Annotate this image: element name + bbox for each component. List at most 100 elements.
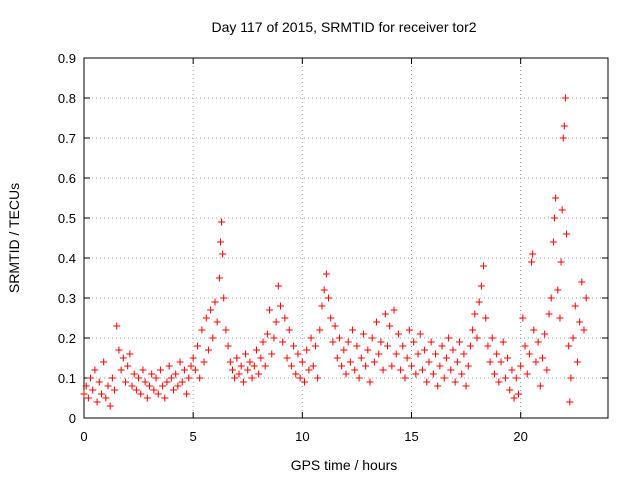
data-point — [370, 358, 378, 366]
data-point — [257, 354, 265, 362]
data-point — [87, 374, 95, 382]
data-point — [95, 378, 103, 386]
data-point — [331, 322, 339, 330]
x-axis-title: GPS time / hours — [291, 457, 398, 473]
data-point — [447, 366, 455, 374]
data-point — [453, 358, 461, 366]
data-point — [128, 382, 136, 390]
data-point — [519, 314, 527, 322]
data-point — [220, 294, 228, 302]
data-point — [141, 378, 149, 386]
data-point — [475, 298, 483, 306]
data-point — [263, 330, 271, 338]
data-point — [508, 366, 516, 374]
data-point — [218, 218, 226, 226]
data-point — [272, 318, 280, 326]
grid — [84, 58, 608, 418]
data-point — [211, 298, 219, 306]
x-tick-label: 20 — [513, 429, 527, 444]
data-point — [84, 394, 92, 402]
data-point — [311, 342, 319, 350]
data-point — [250, 362, 258, 370]
data-point — [392, 350, 400, 358]
data-point — [547, 294, 555, 302]
data-point — [571, 302, 579, 310]
data-point — [170, 386, 178, 394]
data-point — [287, 362, 295, 370]
data-point — [501, 374, 509, 382]
y-tick-label: 0.4 — [58, 251, 76, 266]
data-point — [539, 354, 546, 362]
data-point — [248, 374, 256, 382]
data-point — [165, 362, 173, 370]
data-point — [268, 350, 276, 358]
data-point — [296, 374, 304, 382]
data-point — [194, 342, 202, 350]
data-point — [196, 374, 204, 382]
data-point — [565, 342, 573, 350]
data-point — [346, 358, 354, 366]
data-point — [523, 370, 531, 378]
data-point — [541, 330, 549, 338]
data-point — [556, 314, 564, 322]
data-point — [434, 382, 442, 390]
data-point — [552, 194, 560, 202]
data-point — [432, 350, 440, 358]
data-point — [329, 338, 337, 346]
data-point — [563, 230, 571, 238]
data-point — [536, 382, 544, 390]
data-point — [290, 342, 298, 350]
data-point — [320, 286, 328, 294]
data-point — [353, 342, 361, 350]
data-point — [233, 354, 241, 362]
data-point — [204, 346, 212, 354]
data-point — [139, 366, 147, 374]
data-point — [259, 338, 267, 346]
data-point — [294, 350, 302, 358]
data-point — [202, 314, 210, 322]
data-point — [429, 370, 437, 378]
data-point — [316, 326, 324, 334]
y-tick-label: 0.1 — [58, 371, 76, 386]
data-point — [277, 302, 284, 310]
data-point — [298, 358, 306, 366]
data-point — [222, 326, 230, 334]
data-point — [499, 338, 507, 346]
data-point — [261, 362, 269, 370]
data-point — [362, 362, 370, 370]
data-point — [216, 238, 224, 246]
data-point — [209, 334, 217, 342]
data-point — [342, 370, 350, 378]
y-tick-label: 0.5 — [58, 211, 76, 226]
data-point — [178, 378, 186, 386]
data-point — [235, 370, 243, 378]
data-point — [394, 330, 402, 338]
x-tick-label: 0 — [80, 429, 87, 444]
data-point — [119, 354, 127, 362]
data-point — [340, 346, 348, 354]
data-point — [506, 386, 514, 394]
data-point — [442, 354, 450, 362]
data-point — [530, 326, 538, 334]
data-point — [495, 378, 503, 386]
data-point — [578, 278, 586, 286]
x-tick-label: 15 — [404, 429, 418, 444]
data-point — [456, 338, 464, 346]
data-point — [493, 350, 501, 358]
data-point — [512, 374, 520, 382]
y-tick-label: 0.9 — [58, 51, 76, 66]
data-point — [146, 382, 153, 390]
data-point — [569, 334, 577, 342]
data-point — [471, 310, 479, 318]
data-point — [344, 338, 352, 346]
data-point — [383, 342, 391, 350]
data-point — [425, 358, 433, 366]
data-point — [521, 342, 529, 350]
data-point — [148, 370, 156, 378]
data-point — [379, 366, 387, 374]
data-point — [386, 322, 394, 330]
data-point — [373, 318, 381, 326]
data-point — [529, 250, 537, 258]
data-point — [325, 294, 333, 302]
data-point — [427, 338, 435, 346]
